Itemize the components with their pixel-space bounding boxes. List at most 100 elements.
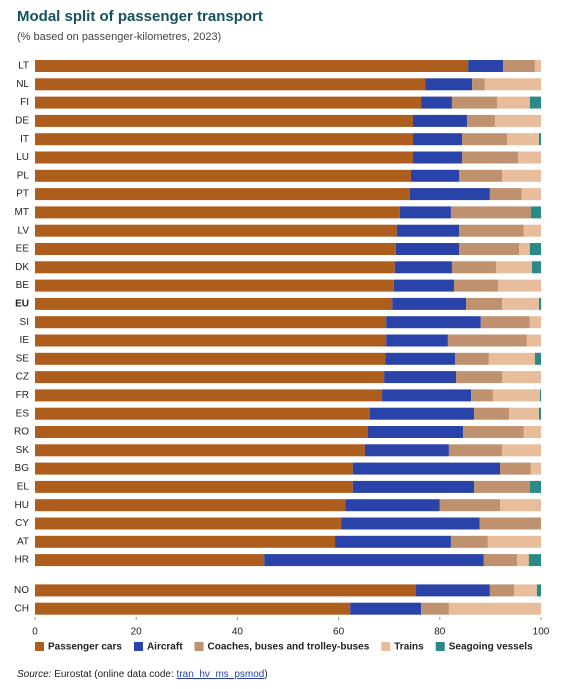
bar-segment — [528, 554, 541, 567]
bar-segment — [503, 60, 535, 72]
bar-segment — [367, 426, 464, 438]
bar-segment — [529, 243, 541, 255]
bar-segment — [35, 224, 397, 237]
y-tick-label: EE — [16, 244, 30, 255]
bar-segment — [352, 480, 475, 493]
y-tick-label: LT — [18, 61, 29, 72]
legend-label: Trains — [394, 642, 424, 653]
bar-segment — [335, 535, 451, 548]
legend-label: Passenger cars — [48, 642, 122, 653]
bar-segment — [412, 114, 468, 127]
bar-segment — [459, 224, 524, 237]
x-tick-label: 80 — [434, 627, 446, 638]
bar-segment — [392, 297, 467, 310]
x-tick-label: 0 — [32, 627, 38, 638]
bar-segment — [416, 584, 490, 597]
bar-segment — [425, 78, 473, 91]
bar-segment — [451, 96, 497, 109]
bar-segment — [345, 499, 440, 512]
bar-segment — [450, 206, 531, 219]
source-label: Source: — [17, 669, 52, 680]
bar-segment — [386, 334, 448, 347]
legend-label: Seagoing vessels — [449, 642, 533, 653]
bar-segment — [514, 584, 537, 597]
bar-segment — [448, 444, 503, 457]
bar-segment — [538, 407, 541, 420]
bar-segment — [463, 426, 524, 438]
legend-swatch — [435, 642, 445, 651]
bar-segment — [35, 133, 413, 146]
y-tick-label: RO — [14, 427, 29, 438]
bar-segment — [35, 389, 383, 402]
bar-segment — [35, 554, 265, 567]
bar-segment — [500, 462, 531, 475]
chart-subtitle: (% based on passenger-kilometres, 2023) — [17, 31, 221, 43]
bar-segment — [399, 206, 451, 219]
bar-segment — [35, 169, 411, 182]
y-tick-label: NL — [16, 79, 29, 90]
bar-segment — [523, 426, 541, 438]
bar-segment — [492, 389, 540, 402]
y-tick-label: IE — [20, 335, 30, 346]
y-tick-label: MT — [15, 207, 29, 218]
bar-segment — [509, 407, 539, 420]
bar-segment — [396, 224, 460, 237]
bar-segment — [523, 224, 541, 237]
bar-segment — [384, 371, 456, 384]
source-code[interactable]: tran_hv_ms_psmod — [177, 669, 265, 680]
y-tick-label: ES — [16, 408, 30, 419]
y-tick-label: EL — [17, 482, 30, 493]
bar-segment — [529, 96, 541, 109]
bar-segment — [393, 279, 454, 292]
bar-segment — [264, 554, 484, 567]
bar-segment — [35, 426, 368, 438]
y-tick-label: PL — [17, 170, 30, 181]
bar-segment — [35, 316, 387, 329]
chart-title: Modal split of passenger transport — [17, 8, 263, 25]
y-tick-label: EU — [15, 299, 29, 310]
bar-segment — [382, 389, 472, 402]
bar-segment — [529, 316, 541, 329]
bar-segment — [472, 78, 485, 91]
bar-segment — [35, 78, 426, 91]
bar-segment — [341, 517, 480, 530]
y-tick-label: IT — [20, 134, 29, 145]
bar-segment — [500, 499, 541, 512]
bar-segment — [35, 517, 342, 530]
bar-segment — [35, 279, 394, 292]
source-note: Source: Eurostat (online data code: tran… — [17, 669, 268, 680]
bar-segment — [484, 78, 541, 91]
y-tick-label: HU — [15, 500, 29, 511]
bar-segment — [35, 480, 353, 493]
bar-segment — [480, 316, 530, 329]
bar-segment — [536, 584, 541, 597]
bar-segment — [410, 169, 460, 182]
bar-segment — [502, 297, 539, 310]
bar-segment — [35, 444, 365, 457]
bar-segment — [35, 334, 387, 347]
bar-segment — [487, 535, 541, 548]
bar-segment — [539, 389, 541, 402]
y-tick-label: NO — [14, 585, 29, 596]
bar-segment — [35, 352, 386, 365]
bar-segment — [35, 499, 346, 512]
bar-segment — [466, 297, 503, 310]
bar-segment — [35, 584, 417, 597]
legend-label: Aircraft — [147, 642, 183, 653]
bar-segment — [534, 60, 541, 72]
bar-segment — [35, 261, 395, 274]
bar-segment — [421, 96, 452, 109]
bar-segment — [35, 114, 413, 127]
bar-segment — [448, 602, 541, 615]
bar-segment — [369, 407, 475, 420]
bar-segment — [496, 96, 530, 109]
bar-segment — [502, 444, 541, 457]
y-tick-label: CH — [15, 603, 29, 614]
x-tick-label: 40 — [232, 627, 244, 638]
bar-segment — [385, 352, 455, 365]
bar-segment — [519, 243, 530, 255]
bar-segment — [35, 188, 410, 201]
y-tick-label: BE — [16, 280, 30, 291]
bar-segment — [421, 602, 449, 615]
bar-segment — [502, 169, 541, 182]
